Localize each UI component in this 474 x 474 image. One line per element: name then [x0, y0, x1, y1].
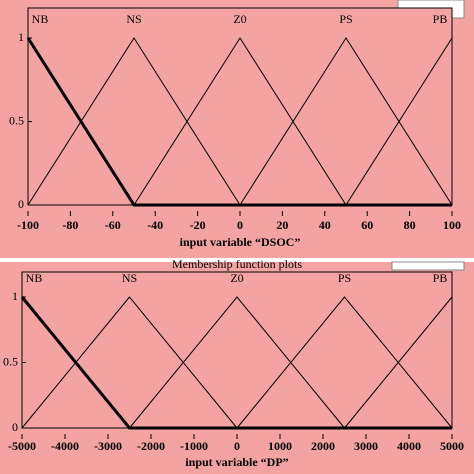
x-tick-label: -80	[62, 218, 78, 232]
x-tick-label: -3000	[94, 439, 122, 453]
membership-line	[344, 296, 453, 429]
x-tick-label: 2000	[311, 439, 335, 453]
x-tick-label: 80	[404, 218, 416, 232]
x-tick-label: 40	[319, 218, 331, 232]
x-axis-label: input variable “DSOC”	[180, 235, 301, 249]
y-tick-label: 0.5	[3, 354, 18, 368]
x-tick-label: -20	[190, 218, 206, 232]
x-tick-label: 1000	[268, 439, 292, 453]
y-tick-label: 0	[18, 197, 24, 211]
x-tick-label: -40	[147, 218, 163, 232]
x-tick-label: -60	[105, 218, 121, 232]
x-tick-label: -100	[17, 218, 39, 232]
series-label: Z0	[233, 12, 246, 26]
chart-title: Membership function plots	[172, 257, 302, 271]
y-tick-label: 1	[12, 289, 18, 303]
x-tick-label: 60	[361, 218, 373, 232]
x-tick-label: 20	[276, 218, 288, 232]
x-tick-label: -1000	[180, 439, 208, 453]
series-label: NB	[32, 12, 49, 26]
series-label: NS	[122, 271, 137, 285]
membership-line	[345, 37, 453, 206]
x-tick-label: 5000	[440, 439, 464, 453]
membership-line	[27, 37, 241, 206]
series-label: PB	[433, 271, 448, 285]
series-label: NS	[126, 12, 141, 26]
x-tick-label: 4000	[397, 439, 421, 453]
x-tick-label: 3000	[354, 439, 378, 453]
x-tick-label: 100	[443, 218, 461, 232]
x-tick-label: 0	[237, 218, 243, 232]
membership-line	[21, 296, 238, 429]
y-tick-label: 0.5	[9, 113, 24, 127]
panel-box	[391, 261, 465, 271]
membership-line	[236, 296, 453, 429]
series-label: PB	[433, 12, 448, 26]
series-label: PS	[339, 12, 352, 26]
x-tick-label: 0	[234, 439, 240, 453]
x-tick-label: -5000	[8, 439, 36, 453]
plot-area	[27, 7, 453, 206]
membership-line	[239, 37, 453, 206]
membership-line	[129, 296, 345, 429]
series-label: NB	[26, 271, 43, 285]
y-tick-label: 0	[12, 420, 18, 434]
x-tick-label: -2000	[137, 439, 165, 453]
x-tick-label: -4000	[51, 439, 79, 453]
y-tick-label: 1	[18, 30, 24, 44]
series-label: PS	[338, 271, 351, 285]
membership-line	[133, 37, 347, 206]
plot-area	[21, 271, 453, 429]
series-label: Z0	[230, 271, 243, 285]
x-axis-label: input variable “DP”	[185, 455, 288, 469]
